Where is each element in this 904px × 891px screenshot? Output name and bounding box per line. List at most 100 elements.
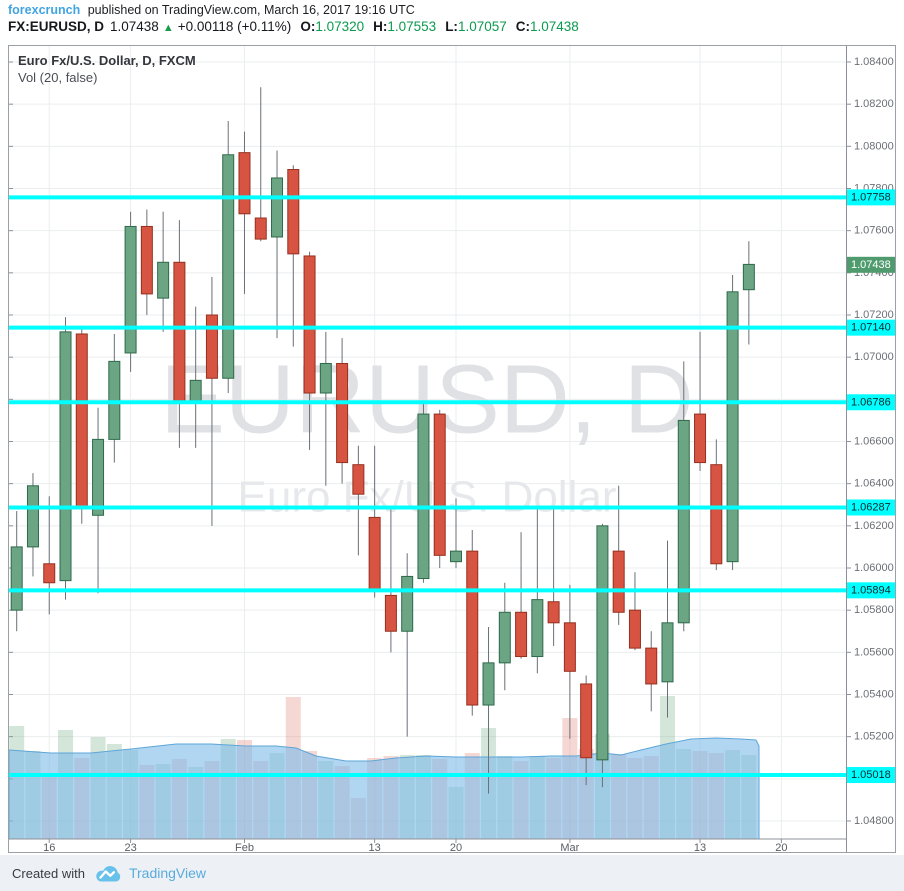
candlestick bbox=[645, 647, 658, 685]
price-tick-label: 1.07200 bbox=[854, 309, 894, 321]
tradingview-link[interactable]: TradingView bbox=[128, 865, 207, 881]
candlestick bbox=[75, 333, 88, 508]
high-value: 1.07553 bbox=[387, 19, 437, 34]
candlestick bbox=[287, 169, 300, 255]
candlestick bbox=[742, 263, 755, 291]
volume-ma-area bbox=[9, 737, 760, 840]
time-tick-label: 16 bbox=[43, 842, 55, 852]
price-tick-label: 1.05800 bbox=[854, 604, 894, 616]
last-price-badge bbox=[847, 256, 895, 273]
level-price-badge bbox=[847, 499, 895, 516]
price-tick-label: 1.05400 bbox=[854, 688, 894, 700]
candlestick bbox=[368, 516, 381, 592]
level-price-badge-label: 1.05018 bbox=[851, 769, 891, 781]
up-arrow-icon: ▲ bbox=[162, 22, 174, 34]
time-tick-label: 23 bbox=[124, 842, 136, 852]
candlestick bbox=[515, 611, 528, 658]
price-tick-label: 1.07000 bbox=[854, 351, 894, 363]
level-price-badge-label: 1.07140 bbox=[851, 322, 891, 334]
candlestick bbox=[563, 622, 576, 672]
tradingview-cloud-icon bbox=[96, 866, 121, 882]
price-tick-label: 1.04800 bbox=[854, 815, 894, 827]
price-tick-label: 1.08400 bbox=[854, 56, 894, 68]
candlestick bbox=[433, 413, 446, 556]
chart-title: Euro Fx/U.S. Dollar, D, FXCM bbox=[18, 53, 196, 68]
candlestick bbox=[26, 485, 39, 548]
level-price-badge bbox=[847, 319, 895, 336]
candlestick bbox=[157, 261, 170, 299]
open-label: O: bbox=[300, 19, 316, 34]
candlestick bbox=[140, 225, 153, 295]
high-label: H: bbox=[373, 19, 388, 34]
candlestick bbox=[661, 622, 674, 683]
time-tick-label: Feb bbox=[235, 842, 254, 852]
publish-line: forexcrunch published on TradingView.com… bbox=[8, 3, 415, 17]
candlestick bbox=[59, 331, 72, 582]
price-tick-label: 1.05200 bbox=[854, 731, 894, 743]
time-tick-label: 13 bbox=[369, 842, 381, 852]
candlestick bbox=[222, 154, 235, 379]
candlestick bbox=[319, 362, 332, 394]
candlestick bbox=[124, 225, 137, 354]
footer-bar: Created with TradingView bbox=[0, 855, 904, 891]
candlestick bbox=[694, 413, 707, 464]
candlestick bbox=[482, 662, 495, 706]
candlestick bbox=[92, 438, 105, 516]
level-price-badge-label: 1.07758 bbox=[851, 191, 891, 203]
open-value: 1.07320 bbox=[315, 19, 365, 34]
candlestick bbox=[449, 550, 462, 563]
price-tick-label: 1.06200 bbox=[854, 520, 894, 532]
time-tick-label: 20 bbox=[450, 842, 462, 852]
time-tick-label: Mar bbox=[560, 842, 579, 852]
price-tick-label: 1.06000 bbox=[854, 562, 894, 574]
candlestick bbox=[271, 177, 284, 238]
candlestick bbox=[43, 563, 56, 584]
price-tick-label: 1.06400 bbox=[854, 478, 894, 490]
candlestick bbox=[336, 362, 349, 464]
candlestick bbox=[10, 546, 23, 611]
low-label: L: bbox=[445, 19, 458, 34]
quote-line: FX:EURUSD, D 1.07438 ▲ +0.00118 (+0.11%) O:1… bbox=[8, 19, 579, 34]
last-price-badge-label: 1.07438 bbox=[851, 259, 891, 271]
candlestick bbox=[498, 611, 511, 664]
candlestick bbox=[612, 550, 625, 613]
price-tick-label: 1.08200 bbox=[854, 98, 894, 110]
candlestick bbox=[677, 419, 690, 624]
candlestick bbox=[596, 525, 609, 761]
level-price-badge bbox=[847, 767, 895, 784]
chart-panel: EURUSD, D Euro Fx/U.S. Dollar 1.08400 1.082… bbox=[8, 45, 896, 853]
created-with-text: Created with bbox=[12, 865, 85, 881]
indicator-label: Vol (20, false) bbox=[18, 70, 98, 85]
candlestick bbox=[726, 291, 739, 563]
price-tick-label: 1.06600 bbox=[854, 435, 894, 447]
time-tick-label: 13 bbox=[694, 842, 706, 852]
close-label: C: bbox=[515, 19, 530, 34]
source-link[interactable]: forexcrunch bbox=[8, 3, 81, 17]
candlestick bbox=[352, 464, 365, 495]
candlestick bbox=[238, 152, 251, 215]
candlestick bbox=[254, 217, 267, 240]
price-tick-label: 1.07600 bbox=[854, 225, 894, 237]
candlestick bbox=[628, 609, 641, 649]
level-price-badge-label: 1.06786 bbox=[851, 396, 891, 408]
price-tick-label: 1.08000 bbox=[854, 140, 894, 152]
low-value: 1.07057 bbox=[457, 19, 507, 34]
price-tick-label: 1.05600 bbox=[854, 646, 894, 658]
candlestick bbox=[189, 379, 202, 402]
candlestick bbox=[205, 314, 218, 379]
published-text: published on TradingView.com, March 16, … bbox=[87, 3, 415, 17]
candlestick bbox=[173, 261, 186, 402]
candlestick bbox=[531, 599, 544, 658]
candlestick bbox=[580, 683, 593, 759]
level-price-badge-label: 1.06287 bbox=[851, 501, 891, 513]
candlestick bbox=[547, 601, 560, 624]
level-price-badge bbox=[847, 582, 895, 599]
level-price-badge-label: 1.05894 bbox=[851, 584, 891, 596]
candlestick bbox=[466, 550, 479, 706]
level-price-badge bbox=[847, 189, 895, 206]
candlestick bbox=[417, 413, 430, 580]
close-value: 1.07438 bbox=[530, 19, 579, 34]
candlestick bbox=[710, 464, 723, 565]
time-tick-label: 20 bbox=[775, 842, 787, 852]
